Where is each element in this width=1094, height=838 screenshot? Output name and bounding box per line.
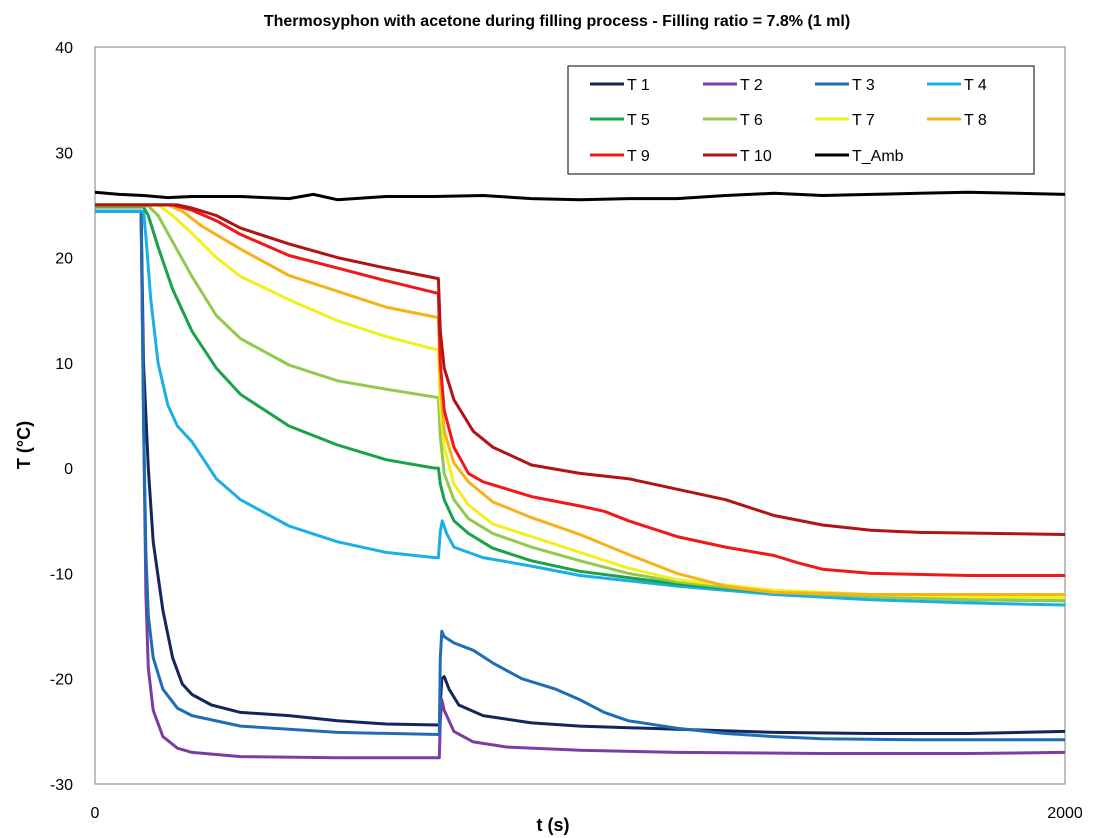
x-tick-label: 2000 xyxy=(1047,805,1083,822)
legend-label: T 10 xyxy=(740,148,772,165)
series-line-t-4 xyxy=(95,209,1066,607)
x-tick-labels: 0 2000 xyxy=(91,805,1083,822)
y-tick-label: -30 xyxy=(50,777,73,794)
y-tick-labels: -30 -20 -10 0 10 20 30 40 xyxy=(50,40,73,794)
series-line-t-2 xyxy=(95,209,1066,760)
legend-label: T 6 xyxy=(740,112,763,129)
y-tick-label: 30 xyxy=(55,145,73,162)
y-tick-label: -20 xyxy=(50,672,73,689)
series-lines xyxy=(94,190,1066,760)
series-line-t-5 xyxy=(95,205,1066,603)
y-tick-label: 40 xyxy=(55,40,73,57)
legend-label: T 2 xyxy=(740,77,763,94)
y-tick-label: 20 xyxy=(55,251,73,268)
series-line-t-8 xyxy=(95,203,1065,596)
legend-label: T 9 xyxy=(627,148,650,165)
series-line-t-10 xyxy=(95,203,1066,536)
legend-label: T_Amb xyxy=(852,148,904,165)
chart-title: Thermosyphon with acetone during filling… xyxy=(264,13,850,30)
legend: T 1 T 2 T 3 T 4 T 5 T 6 T 7 T 8 T 9 T 10 T_Amb xyxy=(590,77,987,165)
y-tick-label: -10 xyxy=(50,566,73,583)
legend-label: T 8 xyxy=(964,112,987,129)
y-axis-label: T (°C) xyxy=(14,421,34,469)
legend-label: T 1 xyxy=(627,77,650,94)
x-axis-label: t (s) xyxy=(537,815,570,835)
series-line-t-amb xyxy=(94,190,1066,202)
legend-label: T 3 xyxy=(852,77,875,94)
series-line-t-6 xyxy=(95,204,1066,603)
y-tick-label: 10 xyxy=(55,356,73,373)
legend-label: T 5 xyxy=(627,112,650,129)
series-line-t-3 xyxy=(95,209,1065,742)
legend-label: T 7 xyxy=(852,112,875,129)
legend-label: T 4 xyxy=(964,77,987,94)
x-tick-label: 0 xyxy=(91,805,100,822)
y-tick-label: 0 xyxy=(64,461,73,478)
series-line-t-9 xyxy=(95,203,1065,577)
series-line-t-1 xyxy=(95,209,1066,735)
